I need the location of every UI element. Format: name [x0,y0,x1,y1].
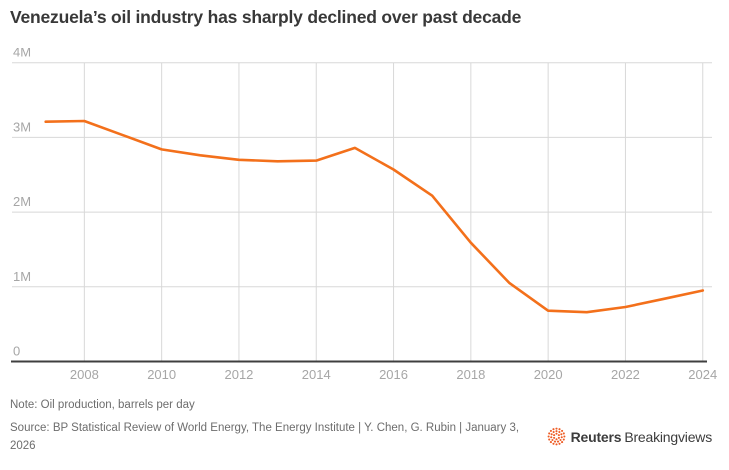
svg-text:0: 0 [13,344,20,359]
svg-text:2018: 2018 [456,367,485,382]
chart-note: Note: Oil production, barrels per day [10,399,195,411]
brand-breakingviews: Breakingviews [624,428,712,445]
production-line [44,119,705,314]
svg-text:2016: 2016 [379,367,408,382]
svg-text:2M: 2M [13,194,31,209]
reuters-breakingviews-logo: Reuters Breakingviews [547,427,712,446]
brand-reuters: Reuters [570,428,622,445]
svg-text:2008: 2008 [70,367,99,382]
svg-text:2022: 2022 [611,367,640,382]
x-tick-labels: 2008 2010 2012 2014 2016 2018 2020 2022 2024 [70,367,717,382]
svg-text:2010: 2010 [147,367,176,382]
chart-source: Source: BP Statistical Review of World E… [10,422,520,452]
y-tick-labels: 0 1M 2M 3M 4M [13,48,31,359]
svg-text:2024: 2024 [688,367,717,382]
reuters-logo-icon [547,427,566,446]
y-gridlines [12,62,712,288]
svg-text:2012: 2012 [224,367,253,382]
svg-text:3M: 3M [13,119,31,134]
svg-text:2020: 2020 [534,367,563,382]
chart-title: Venezuela’s oil industry has sharply dec… [10,7,522,27]
svg-text:4M: 4M [13,48,31,60]
svg-text:2014: 2014 [302,367,331,382]
svg-text:1M: 1M [13,269,31,284]
